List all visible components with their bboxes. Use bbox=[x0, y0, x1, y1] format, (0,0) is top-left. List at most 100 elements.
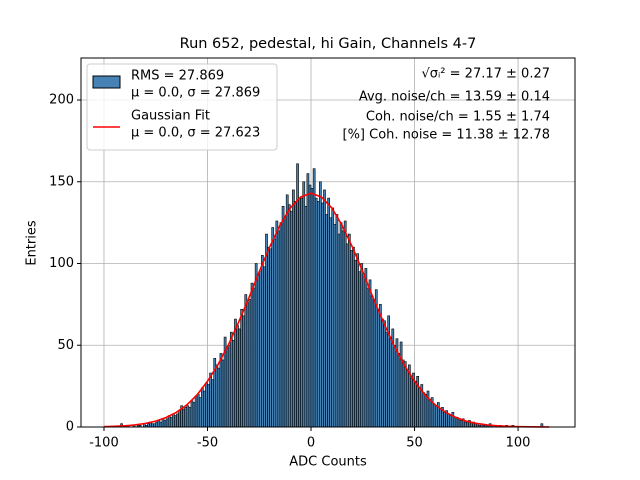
bar bbox=[368, 279, 372, 428]
x-tick-label: 100 bbox=[506, 436, 531, 451]
bar bbox=[186, 405, 190, 428]
bar bbox=[188, 407, 192, 428]
bar bbox=[165, 418, 169, 428]
bar bbox=[414, 380, 417, 428]
bar bbox=[451, 411, 455, 428]
bar bbox=[383, 320, 386, 428]
bar bbox=[457, 418, 461, 428]
bar bbox=[263, 266, 266, 428]
x-tick-label: 50 bbox=[406, 436, 423, 451]
annotation: Avg. noise/ch = 13.59 ± 0.14 bbox=[359, 90, 550, 105]
bar bbox=[397, 353, 401, 428]
bar bbox=[275, 220, 279, 428]
bar bbox=[294, 201, 297, 428]
bar bbox=[362, 276, 366, 428]
bar bbox=[327, 197, 330, 428]
bar bbox=[449, 415, 453, 428]
bar bbox=[399, 341, 403, 428]
bar bbox=[325, 214, 328, 428]
bar bbox=[265, 233, 268, 428]
bar bbox=[310, 188, 314, 428]
bar bbox=[225, 348, 229, 428]
bar bbox=[323, 189, 326, 428]
bar bbox=[242, 315, 246, 428]
bar bbox=[190, 400, 194, 428]
bar bbox=[356, 253, 359, 428]
bar bbox=[418, 387, 422, 428]
bar bbox=[238, 328, 241, 428]
bar bbox=[296, 163, 299, 428]
y-tick-label: 200 bbox=[49, 93, 74, 108]
bar bbox=[341, 230, 345, 428]
bar bbox=[434, 405, 438, 428]
bar bbox=[306, 173, 310, 428]
legend-label: μ = 0.0, σ = 27.623 bbox=[131, 126, 260, 141]
bar bbox=[236, 325, 239, 428]
bar bbox=[258, 271, 262, 428]
bar bbox=[229, 331, 233, 428]
bar bbox=[159, 421, 163, 428]
bar bbox=[374, 289, 378, 428]
annotation: √σᵢ² = 27.17 ± 0.27 bbox=[421, 67, 550, 82]
fit-line bbox=[103, 192, 550, 428]
bar bbox=[300, 197, 304, 428]
chart-title: Run 652, pedestal, hi Gain, Channels 4-7 bbox=[180, 36, 477, 52]
bar bbox=[358, 271, 362, 428]
bar bbox=[285, 194, 289, 428]
bar bbox=[290, 210, 293, 428]
bar bbox=[203, 390, 206, 428]
bar bbox=[339, 222, 343, 428]
bar bbox=[321, 202, 324, 428]
bar bbox=[316, 201, 320, 428]
bar bbox=[157, 420, 161, 428]
bar bbox=[304, 205, 308, 428]
bar bbox=[447, 413, 451, 428]
bar bbox=[292, 189, 295, 428]
bar bbox=[319, 181, 322, 428]
bar bbox=[331, 207, 335, 428]
y-tick-label: 100 bbox=[49, 256, 74, 271]
bar bbox=[207, 384, 210, 428]
bar bbox=[439, 408, 442, 428]
bar bbox=[205, 382, 208, 428]
bar bbox=[246, 302, 250, 428]
y-tick-label: 0 bbox=[66, 420, 74, 435]
bar bbox=[333, 223, 337, 428]
plot-frame bbox=[80, 57, 576, 428]
bar bbox=[271, 227, 275, 428]
bar bbox=[211, 379, 215, 428]
bar bbox=[443, 411, 446, 428]
legend-label: μ = 0.0, σ = 27.869 bbox=[131, 86, 260, 101]
y-axis-label: Entries bbox=[25, 220, 40, 266]
bar bbox=[463, 421, 467, 428]
legend-label: RMS = 27.869 bbox=[131, 69, 224, 84]
bar bbox=[215, 364, 219, 428]
bar bbox=[261, 255, 264, 428]
bar bbox=[155, 421, 159, 428]
bar bbox=[335, 214, 339, 428]
legend-label: Gaussian Fit bbox=[131, 109, 210, 124]
bar bbox=[428, 398, 432, 428]
bar bbox=[283, 217, 287, 428]
x-axis-label: ADC Counts bbox=[289, 455, 367, 470]
bar bbox=[360, 263, 364, 428]
bar bbox=[221, 359, 225, 428]
bar bbox=[240, 308, 243, 428]
legend-box bbox=[86, 63, 278, 151]
bar bbox=[389, 336, 393, 428]
bar bbox=[459, 420, 463, 428]
bar bbox=[192, 402, 196, 428]
bar bbox=[169, 416, 173, 428]
x-tick-label: 0 bbox=[307, 436, 315, 451]
bar bbox=[453, 416, 457, 428]
bar bbox=[167, 415, 171, 428]
bar bbox=[352, 246, 355, 428]
bar bbox=[372, 299, 376, 428]
bar bbox=[267, 246, 270, 428]
bar bbox=[329, 217, 333, 428]
bar bbox=[466, 421, 469, 428]
bar bbox=[405, 369, 409, 428]
bar bbox=[194, 395, 198, 428]
bar bbox=[424, 394, 428, 428]
